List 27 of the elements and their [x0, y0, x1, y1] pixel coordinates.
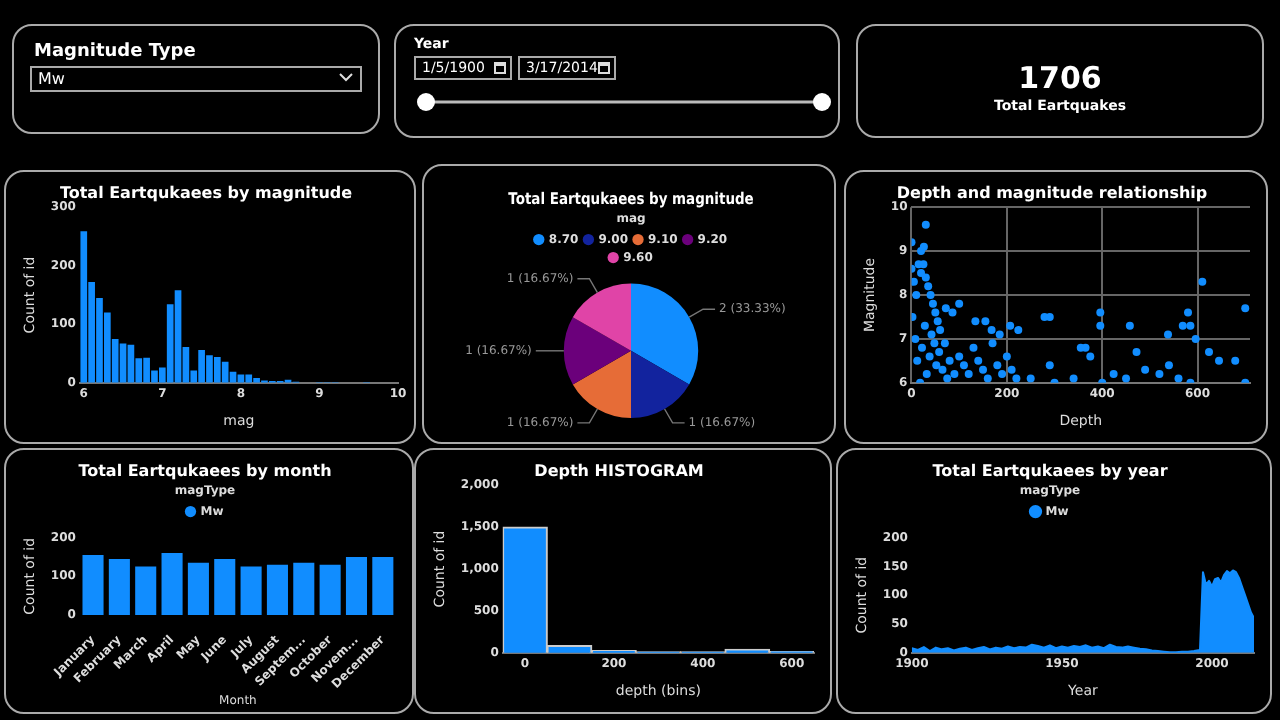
chart-title: Total Eartqukaees by magnitude [508, 188, 754, 209]
bar [135, 566, 157, 615]
chart-title: Depth and magnitude relationship [896, 183, 1208, 202]
bar [198, 350, 205, 383]
bar [266, 564, 288, 615]
bar [213, 357, 221, 383]
bar [214, 558, 236, 615]
bar [206, 355, 213, 383]
bar [221, 361, 229, 383]
chart-title: Total Eartqukaees by magnitude [59, 183, 354, 202]
text: Mw [38, 70, 65, 88]
bar [108, 558, 130, 615]
bar [161, 553, 183, 615]
bar [187, 562, 209, 615]
bar [82, 555, 104, 615]
bar [80, 231, 88, 383]
chart-title: Depth HISTOGRAM [534, 461, 704, 480]
bar [293, 562, 315, 615]
bar [240, 566, 262, 615]
chart-title: Total Eartqukaees by year [932, 461, 1168, 480]
bar [372, 556, 394, 615]
chart-title: Total Eartqukaees by month [78, 461, 333, 480]
bar [319, 564, 341, 615]
bar [345, 556, 368, 615]
text: 1706 [1016, 60, 1104, 96]
bar [143, 357, 150, 383]
text: Magnitude Type [34, 42, 196, 62]
